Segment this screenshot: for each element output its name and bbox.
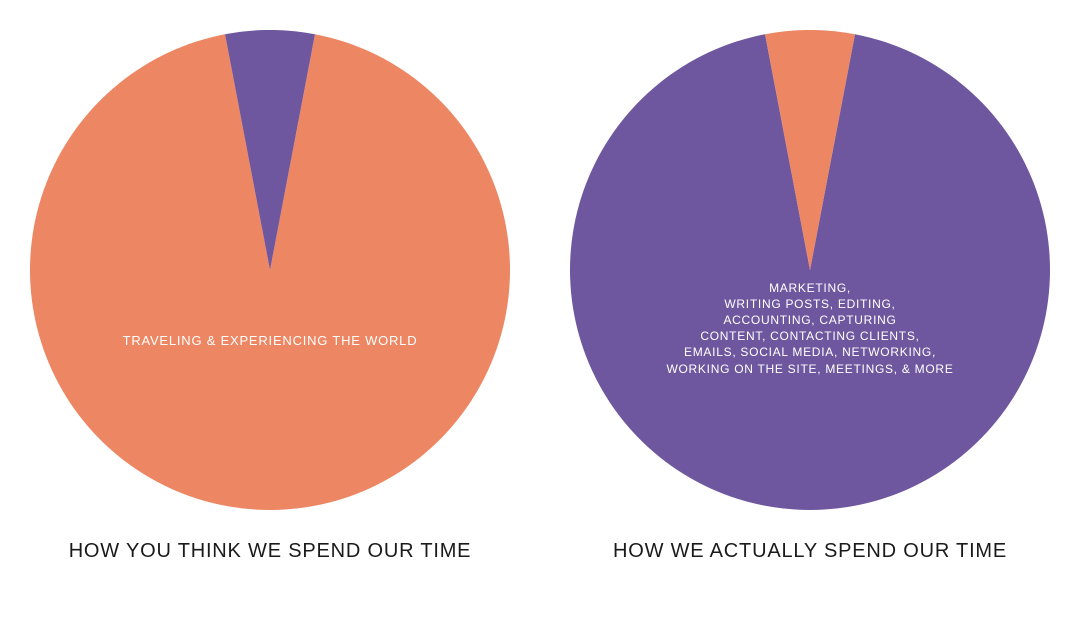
infographic-stage: TRAVELING & EXPERIENCING THE WORLD HOW Y…: [0, 0, 1080, 620]
pie-reality: MARKETING, WRITING POSTS, EDITING, ACCOU…: [570, 30, 1050, 510]
caption-perception: HOW YOU THINK WE SPEND OUR TIME: [0, 540, 540, 563]
pie-perception-svg: [30, 30, 510, 510]
pie-reality-label: MARKETING, WRITING POSTS, EDITING, ACCOU…: [630, 280, 990, 377]
panel-perception: TRAVELING & EXPERIENCING THE WORLD HOW Y…: [0, 0, 540, 620]
pie-perception: TRAVELING & EXPERIENCING THE WORLD: [30, 30, 510, 510]
caption-reality: HOW WE ACTUALLY SPEND OUR TIME: [540, 540, 1080, 563]
panel-reality: MARKETING, WRITING POSTS, EDITING, ACCOU…: [540, 0, 1080, 620]
pie-perception-label: TRAVELING & EXPERIENCING THE WORLD: [90, 332, 450, 350]
pie-reality-svg: [570, 30, 1050, 510]
